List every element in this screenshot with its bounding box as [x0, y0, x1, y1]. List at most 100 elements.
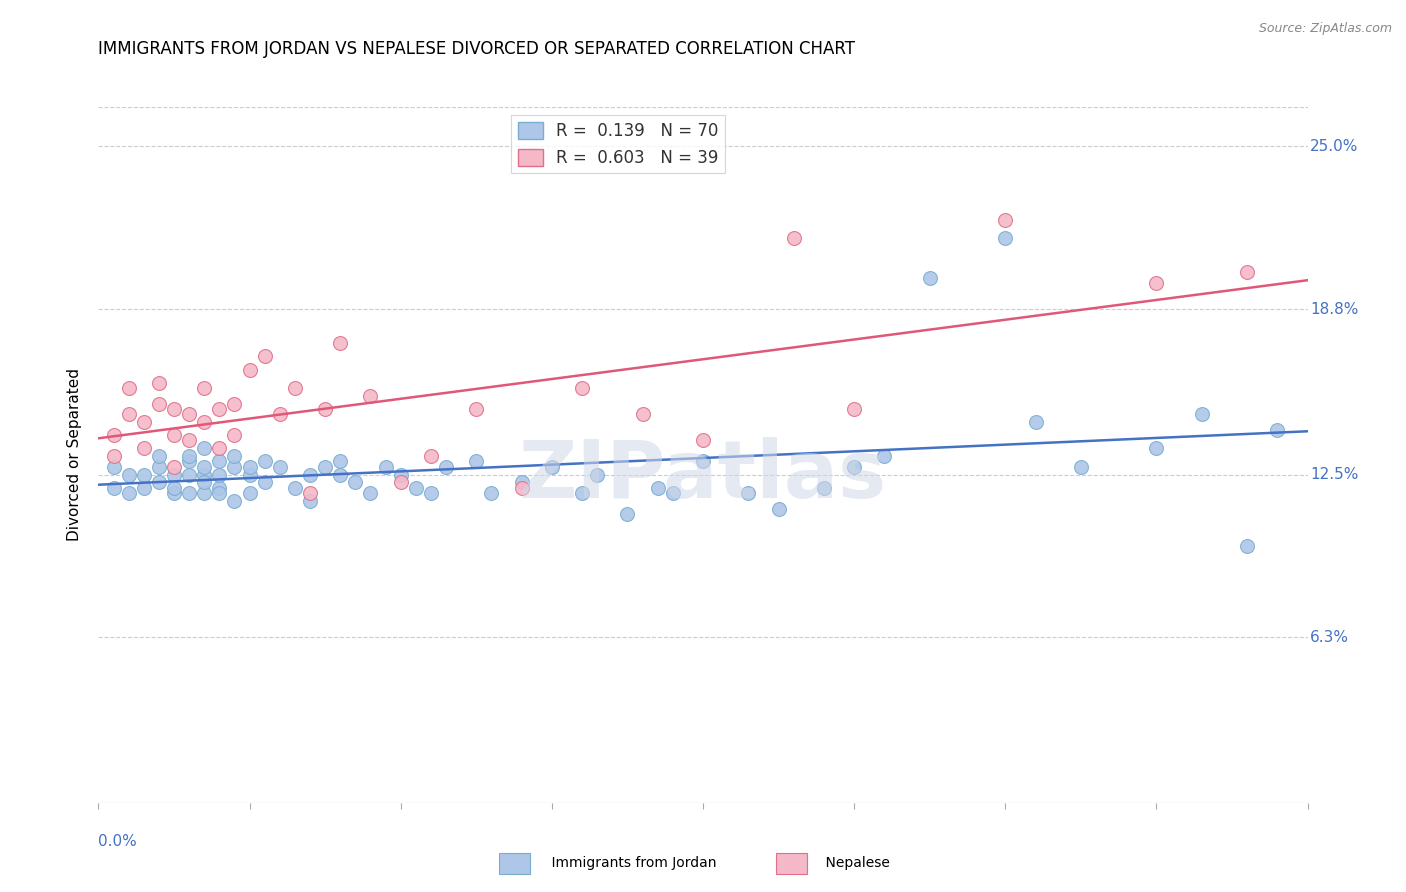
Point: [434, 459, 457, 474]
Point: [132, 481, 155, 495]
Point: [224, 397, 246, 411]
Point: [118, 467, 141, 482]
Point: [1191, 407, 1213, 421]
Point: [163, 401, 186, 416]
Point: [103, 449, 125, 463]
Point: [163, 459, 186, 474]
Point: [994, 213, 1017, 227]
Point: [813, 481, 835, 495]
Point: [661, 486, 683, 500]
Point: [148, 475, 170, 490]
Point: [1070, 459, 1092, 474]
Point: [284, 381, 307, 395]
Point: [465, 454, 488, 468]
Point: [873, 449, 896, 463]
Text: 6.3%: 6.3%: [1310, 630, 1348, 645]
Point: [118, 381, 141, 395]
Text: Source: ZipAtlas.com: Source: ZipAtlas.com: [1258, 22, 1392, 36]
Point: [208, 401, 231, 416]
Point: [344, 475, 367, 490]
Text: Immigrants from Jordan: Immigrants from Jordan: [534, 856, 717, 871]
Point: [118, 407, 141, 421]
Point: [179, 449, 201, 463]
Point: [163, 467, 186, 482]
Y-axis label: Divorced or Separated: Divorced or Separated: [67, 368, 83, 541]
Point: [208, 442, 231, 456]
Point: [239, 459, 262, 474]
Point: [616, 507, 638, 521]
Point: [918, 270, 941, 285]
Point: [329, 336, 352, 351]
Point: [179, 454, 201, 468]
Point: [148, 397, 170, 411]
Point: [299, 494, 322, 508]
Point: [1265, 423, 1288, 437]
Point: [1236, 539, 1258, 553]
Point: [389, 467, 412, 482]
Text: 25.0%: 25.0%: [1310, 139, 1358, 154]
Point: [253, 475, 276, 490]
Point: [239, 362, 262, 376]
Point: [314, 401, 336, 416]
Point: [329, 454, 352, 468]
Point: [299, 467, 322, 482]
Point: [103, 428, 125, 442]
Point: [103, 459, 125, 474]
Point: [540, 459, 562, 474]
Point: [163, 486, 186, 500]
Point: [314, 459, 336, 474]
Text: ZIPatlas: ZIPatlas: [519, 437, 887, 515]
Point: [179, 407, 201, 421]
Point: [571, 486, 593, 500]
Text: 12.5%: 12.5%: [1310, 467, 1358, 482]
Point: [103, 481, 125, 495]
Point: [419, 449, 441, 463]
Point: [692, 434, 714, 448]
Point: [224, 494, 246, 508]
Point: [647, 481, 669, 495]
Point: [224, 459, 246, 474]
Point: [132, 415, 155, 429]
Point: [163, 481, 186, 495]
Point: [179, 467, 201, 482]
Point: [844, 401, 866, 416]
Point: [163, 428, 186, 442]
Point: [148, 376, 170, 390]
Point: [465, 401, 488, 416]
Point: [1024, 415, 1046, 429]
Point: [768, 501, 790, 516]
Point: [224, 428, 246, 442]
Point: [692, 454, 714, 468]
Point: [329, 467, 352, 482]
Point: [419, 486, 441, 500]
Point: [148, 449, 170, 463]
Point: [782, 231, 804, 245]
Point: [179, 434, 201, 448]
Point: [132, 467, 155, 482]
Point: [253, 454, 276, 468]
Text: Nepalese: Nepalese: [808, 856, 890, 871]
Legend: R =  0.139   N = 70, R =  0.603   N = 39: R = 0.139 N = 70, R = 0.603 N = 39: [512, 115, 725, 173]
Point: [208, 481, 231, 495]
Point: [179, 486, 201, 500]
Point: [193, 459, 215, 474]
Point: [631, 407, 654, 421]
Text: 0.0%: 0.0%: [98, 834, 138, 849]
Point: [389, 475, 412, 490]
Point: [118, 486, 141, 500]
Point: [405, 481, 427, 495]
Point: [132, 442, 155, 456]
Point: [1236, 265, 1258, 279]
Point: [193, 475, 215, 490]
Point: [359, 389, 381, 403]
Point: [1144, 276, 1167, 290]
Point: [510, 481, 533, 495]
Text: 18.8%: 18.8%: [1310, 301, 1358, 317]
Point: [359, 486, 381, 500]
Point: [994, 231, 1017, 245]
Point: [737, 486, 759, 500]
Point: [253, 350, 276, 364]
Point: [479, 486, 503, 500]
Point: [208, 454, 231, 468]
Point: [1144, 442, 1167, 456]
